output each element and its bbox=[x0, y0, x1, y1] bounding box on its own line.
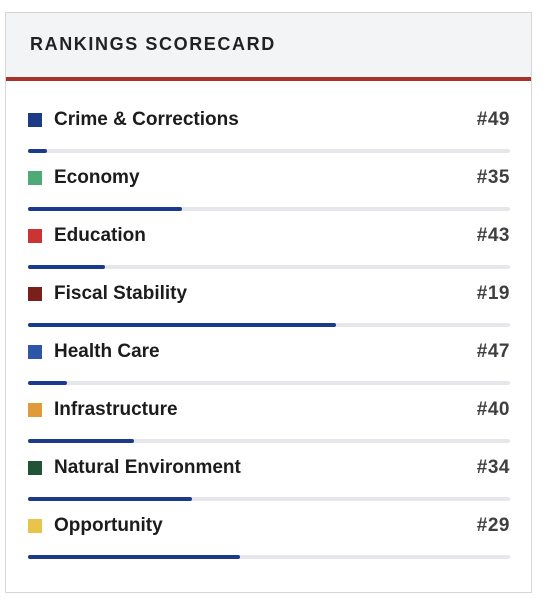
rank-progress-track bbox=[28, 265, 510, 269]
category-label[interactable]: Infrastructure bbox=[54, 399, 178, 420]
rank-progress-track bbox=[28, 207, 510, 211]
category-rank: #40 bbox=[476, 399, 510, 420]
rank-progress-fill bbox=[28, 497, 192, 501]
scorecard-row-crime-corrections[interactable]: Crime & Corrections #49 bbox=[28, 101, 510, 159]
category-rank: #29 bbox=[476, 515, 510, 536]
category-rank: #43 bbox=[476, 225, 510, 246]
category-color-swatch bbox=[28, 287, 42, 301]
rank-progress-track bbox=[28, 323, 510, 327]
rank-progress-track bbox=[28, 381, 510, 385]
category-color-swatch bbox=[28, 113, 42, 127]
rank-progress-fill bbox=[28, 265, 106, 269]
scorecard-list: Crime & Corrections #49 Economy #35 Educ… bbox=[28, 101, 510, 565]
rank-progress-fill bbox=[28, 439, 135, 443]
category-label[interactable]: Natural Environment bbox=[54, 457, 241, 478]
category-label[interactable]: Economy bbox=[54, 167, 140, 188]
category-label[interactable]: Crime & Corrections bbox=[54, 109, 239, 130]
category-color-swatch bbox=[28, 171, 42, 185]
category-color-swatch bbox=[28, 229, 42, 243]
scorecard-row-health-care[interactable]: Health Care #47 bbox=[28, 333, 510, 391]
scorecard-row-education[interactable]: Education #43 bbox=[28, 217, 510, 275]
rank-progress-fill bbox=[28, 555, 241, 559]
rank-progress-track bbox=[28, 149, 510, 153]
scorecard-row-opportunity[interactable]: Opportunity #29 bbox=[28, 507, 510, 565]
rank-progress-track bbox=[28, 497, 510, 501]
rank-progress-fill bbox=[28, 207, 183, 211]
category-rank: #49 bbox=[476, 109, 510, 130]
scorecard-row-natural-environment[interactable]: Natural Environment #34 bbox=[28, 449, 510, 507]
scorecard-header: RANKINGS SCORECARD bbox=[6, 13, 531, 81]
rank-progress-fill bbox=[28, 323, 337, 327]
scorecard-title: RANKINGS SCORECARD bbox=[30, 33, 276, 54]
category-color-swatch bbox=[28, 519, 42, 533]
scorecard-row-infrastructure[interactable]: Infrastructure #40 bbox=[28, 391, 510, 449]
rank-progress-fill bbox=[28, 381, 67, 385]
rank-progress-fill bbox=[28, 149, 48, 153]
category-rank: #35 bbox=[476, 167, 510, 188]
category-label[interactable]: Education bbox=[54, 225, 146, 246]
category-color-swatch bbox=[28, 403, 42, 417]
category-rank: #34 bbox=[476, 457, 510, 478]
scorecard-row-fiscal-stability[interactable]: Fiscal Stability #19 bbox=[28, 275, 510, 333]
category-label[interactable]: Fiscal Stability bbox=[54, 283, 188, 304]
rank-progress-track bbox=[28, 555, 510, 559]
scorecard-row-economy[interactable]: Economy #35 bbox=[28, 159, 510, 217]
category-rank: #47 bbox=[476, 341, 510, 362]
category-color-swatch bbox=[28, 461, 42, 475]
rank-progress-track bbox=[28, 439, 510, 443]
rankings-scorecard-card: RANKINGS SCORECARD Crime & Corrections #… bbox=[5, 12, 532, 593]
category-rank: #19 bbox=[476, 283, 510, 304]
category-color-swatch bbox=[28, 345, 42, 359]
category-label[interactable]: Health Care bbox=[54, 341, 160, 362]
category-label[interactable]: Opportunity bbox=[54, 515, 163, 536]
